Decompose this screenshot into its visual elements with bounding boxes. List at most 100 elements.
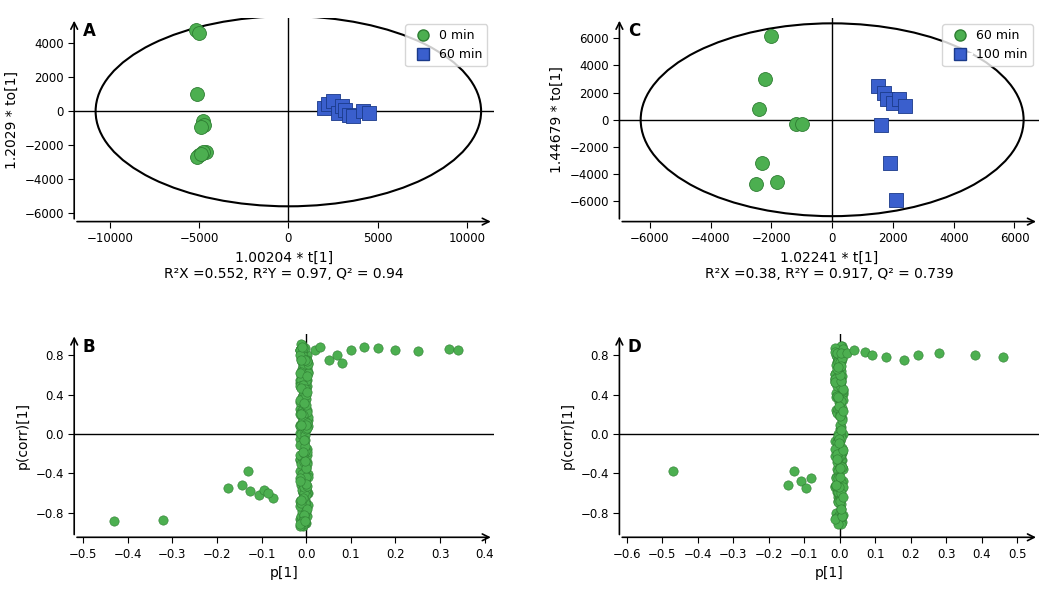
Point xyxy=(897,101,914,111)
Point xyxy=(828,405,845,415)
Point xyxy=(967,350,984,360)
Point xyxy=(298,394,315,404)
Point xyxy=(297,450,314,460)
Point xyxy=(299,424,316,433)
Point xyxy=(832,462,849,472)
Point xyxy=(292,434,308,444)
Point xyxy=(295,410,312,419)
Point xyxy=(299,512,316,521)
Point xyxy=(296,435,313,444)
Point xyxy=(797,484,814,493)
Point xyxy=(297,456,314,466)
Point xyxy=(832,377,849,386)
Point xyxy=(768,177,785,187)
Point xyxy=(827,370,844,379)
Point xyxy=(293,453,310,463)
Point xyxy=(294,365,311,374)
Point xyxy=(832,519,849,528)
Point xyxy=(832,357,849,367)
Point xyxy=(299,488,316,497)
Point xyxy=(834,403,851,413)
Point xyxy=(293,355,310,365)
Point xyxy=(295,390,312,399)
Point xyxy=(292,473,308,483)
Point xyxy=(831,364,848,373)
Point xyxy=(879,94,896,104)
Point xyxy=(831,389,848,398)
Point xyxy=(828,349,845,359)
Point xyxy=(296,512,313,522)
Point xyxy=(240,467,257,476)
Point xyxy=(828,482,845,491)
Point xyxy=(834,389,851,398)
Point xyxy=(292,345,308,355)
Point xyxy=(830,392,847,402)
Point xyxy=(833,371,850,380)
Point xyxy=(297,496,314,505)
Point xyxy=(292,346,308,355)
Point xyxy=(296,438,313,448)
Point xyxy=(830,435,847,444)
Point xyxy=(334,358,351,368)
Point xyxy=(832,493,849,502)
Point xyxy=(832,357,849,367)
Point xyxy=(829,353,846,362)
Point xyxy=(296,482,313,492)
Point xyxy=(293,475,310,485)
Point xyxy=(298,408,315,417)
Point xyxy=(296,395,313,404)
Text: B: B xyxy=(83,338,95,356)
Point xyxy=(832,378,849,388)
Point xyxy=(833,516,850,526)
Point xyxy=(831,411,848,421)
Point xyxy=(827,445,844,454)
Point xyxy=(802,473,819,483)
Point xyxy=(834,406,851,416)
Point xyxy=(409,346,426,356)
Point xyxy=(830,453,847,463)
Point xyxy=(295,371,312,381)
Point xyxy=(780,481,797,490)
Point xyxy=(829,349,846,359)
Point xyxy=(295,519,312,528)
Point xyxy=(833,461,850,470)
Point xyxy=(219,484,236,493)
Point xyxy=(298,457,315,467)
Point xyxy=(838,349,855,358)
Point xyxy=(296,398,313,407)
Point xyxy=(296,395,313,405)
Point xyxy=(747,179,764,188)
Point xyxy=(296,464,313,474)
Point xyxy=(830,366,847,376)
Point xyxy=(298,370,315,380)
Point xyxy=(342,346,359,355)
Point xyxy=(832,472,849,482)
Point xyxy=(831,410,848,420)
Point xyxy=(833,510,850,519)
Legend: 60 min, 100 min: 60 min, 100 min xyxy=(942,24,1032,66)
Point xyxy=(293,429,310,438)
Point xyxy=(293,460,310,469)
Point xyxy=(830,481,847,490)
X-axis label: p[1]: p[1] xyxy=(815,567,844,580)
Point xyxy=(296,498,313,508)
Point xyxy=(834,464,851,473)
Point xyxy=(293,515,310,525)
Point xyxy=(887,195,904,205)
Point xyxy=(295,426,312,435)
Point xyxy=(251,490,268,500)
Point xyxy=(828,508,845,518)
Point xyxy=(189,90,206,99)
Point xyxy=(297,484,314,493)
Point xyxy=(294,352,311,361)
Point xyxy=(297,392,314,402)
Point xyxy=(311,343,328,352)
Point xyxy=(294,347,311,357)
Point xyxy=(296,507,313,516)
Point xyxy=(242,487,259,496)
Point xyxy=(189,152,206,162)
Point xyxy=(295,487,312,497)
Point xyxy=(296,448,313,458)
Point xyxy=(292,410,308,419)
Point xyxy=(320,355,337,365)
